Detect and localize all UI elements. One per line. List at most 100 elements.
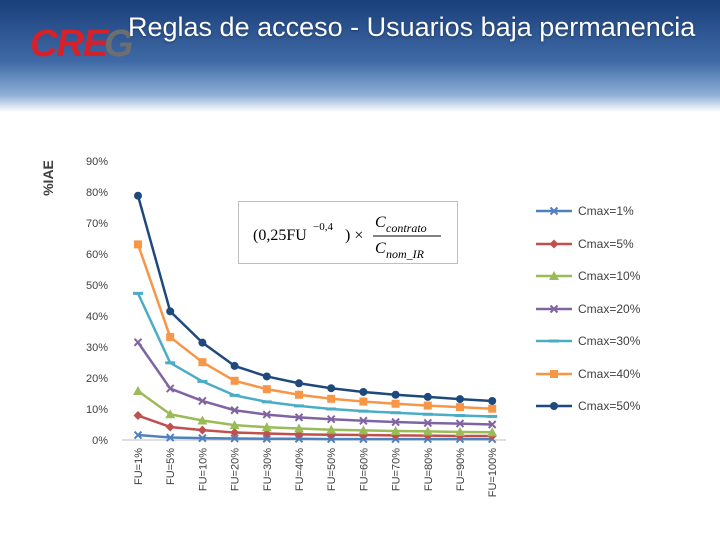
series-line xyxy=(136,195,493,403)
x-tick-labels: FU=1% FU=5% FU=10% FU=20% FU=30% FU=40% FU=50%… xyxy=(133,448,499,497)
y-axis-title-group: %IAE xyxy=(40,160,56,196)
series-group xyxy=(133,191,498,444)
legend-item: Cmax=5% xyxy=(534,231,634,257)
legend-item: Cmax=30% xyxy=(534,328,640,354)
legend-swatch xyxy=(536,206,572,216)
series-point xyxy=(295,390,303,399)
legend-label: Cmax=40% xyxy=(578,366,641,381)
legend-swatch xyxy=(536,239,572,248)
series-Cmax=30% xyxy=(133,291,498,418)
series-point xyxy=(165,433,175,442)
series-point xyxy=(198,433,207,443)
series-point xyxy=(230,434,239,443)
series-point xyxy=(198,396,207,406)
series-point xyxy=(133,338,143,347)
series-point xyxy=(488,404,497,413)
series-point xyxy=(550,402,558,410)
series-point xyxy=(488,396,497,405)
legend-swatch xyxy=(536,304,572,313)
series-point xyxy=(262,372,271,381)
series-point xyxy=(133,430,143,440)
legend-label: Cmax=30% xyxy=(578,334,641,348)
series-line xyxy=(137,390,493,434)
legend-swatch xyxy=(536,369,572,378)
series-point xyxy=(197,425,207,435)
series-point xyxy=(326,415,336,424)
series-point xyxy=(134,240,142,249)
svg-text:G: G xyxy=(104,23,132,64)
creg-logo: CRE G xyxy=(30,23,132,64)
series-point xyxy=(390,426,401,436)
x-tick-label: FU=20% xyxy=(230,448,242,491)
series-point xyxy=(166,307,175,316)
formula-suffix: ) × xyxy=(345,227,363,244)
formula-exponent: −0,4 xyxy=(313,221,333,233)
page-title: Reglas de acceso - Usuarios baja permane… xyxy=(128,12,696,42)
series-point xyxy=(165,409,176,419)
header-banner: CRE G Reglas de acceso - Usuarios baja p… xyxy=(0,0,720,112)
x-tick-label: FU=60% xyxy=(358,448,370,491)
series-point xyxy=(166,333,175,342)
series-point xyxy=(198,338,207,347)
series-point xyxy=(550,369,558,378)
series-point xyxy=(549,271,559,280)
series-point xyxy=(327,384,336,393)
series-point xyxy=(230,406,239,415)
series-point xyxy=(326,424,337,434)
y-tick-label: 30% xyxy=(86,342,108,354)
series-point xyxy=(198,358,207,367)
series-point xyxy=(487,427,498,437)
formula-denominator-sub: nom_IR xyxy=(386,247,425,261)
formula-annotation: (0,25FU −0,4 ) × C contrato C nom_IR xyxy=(238,201,458,264)
series-Cmax=20% xyxy=(133,338,497,429)
series-point xyxy=(358,425,369,435)
y-tick-label: 70% xyxy=(86,218,108,230)
series-point xyxy=(294,423,304,433)
formula-graphic: (0,25FU −0,4 ) × C contrato C nom_IR xyxy=(253,214,441,261)
series-point xyxy=(197,415,208,425)
series-point xyxy=(261,422,272,432)
series-point xyxy=(262,434,272,443)
legend-item: Cmax=1% xyxy=(534,198,634,224)
y-tick-label: 60% xyxy=(86,249,108,261)
svg-text:CRE: CRE xyxy=(30,23,110,64)
legend-item: Cmax=50% xyxy=(534,393,640,419)
x-tick-label: FU=100% xyxy=(487,448,499,497)
series-point xyxy=(391,399,400,408)
series-Cmax=40% xyxy=(134,240,497,413)
formula-numerator-sub: contrato xyxy=(386,221,427,235)
formula-prefix: (0,25FU xyxy=(253,227,307,244)
y-tick-label: 40% xyxy=(86,311,108,323)
y-tick-labels: 0% 10% 20% 30% 40% 50% 60% 70% 80% 90% xyxy=(86,156,108,447)
x-tick-label: FU=40% xyxy=(294,448,306,491)
series-line xyxy=(137,414,493,438)
series-point xyxy=(456,395,464,404)
series-point xyxy=(229,420,240,430)
x-tick-label: FU=90% xyxy=(455,448,467,491)
legend-label: Cmax=10% xyxy=(578,269,641,283)
series-point xyxy=(230,361,239,370)
formula-numerator-base: C xyxy=(375,214,386,231)
x-tick-label: FU=5% xyxy=(165,448,177,485)
series-point xyxy=(262,385,271,394)
series-point xyxy=(133,411,143,421)
series-point xyxy=(133,386,143,396)
series-point xyxy=(549,239,559,248)
series-point xyxy=(359,387,368,396)
series-point xyxy=(230,428,240,438)
series-line xyxy=(136,243,493,410)
series-point xyxy=(327,394,336,403)
x-tick-label: FU=80% xyxy=(423,448,435,491)
y-tick-label: 20% xyxy=(86,373,108,385)
series-line xyxy=(137,433,493,441)
series-point xyxy=(295,379,303,388)
legend-label: Cmax=50% xyxy=(578,399,641,413)
series-point xyxy=(165,384,175,393)
series-Cmax=50% xyxy=(134,191,497,405)
series-point xyxy=(294,413,304,422)
y-tick-label: 10% xyxy=(86,404,108,416)
series-point xyxy=(549,304,559,313)
series-point xyxy=(391,390,400,399)
series-point xyxy=(423,392,432,401)
